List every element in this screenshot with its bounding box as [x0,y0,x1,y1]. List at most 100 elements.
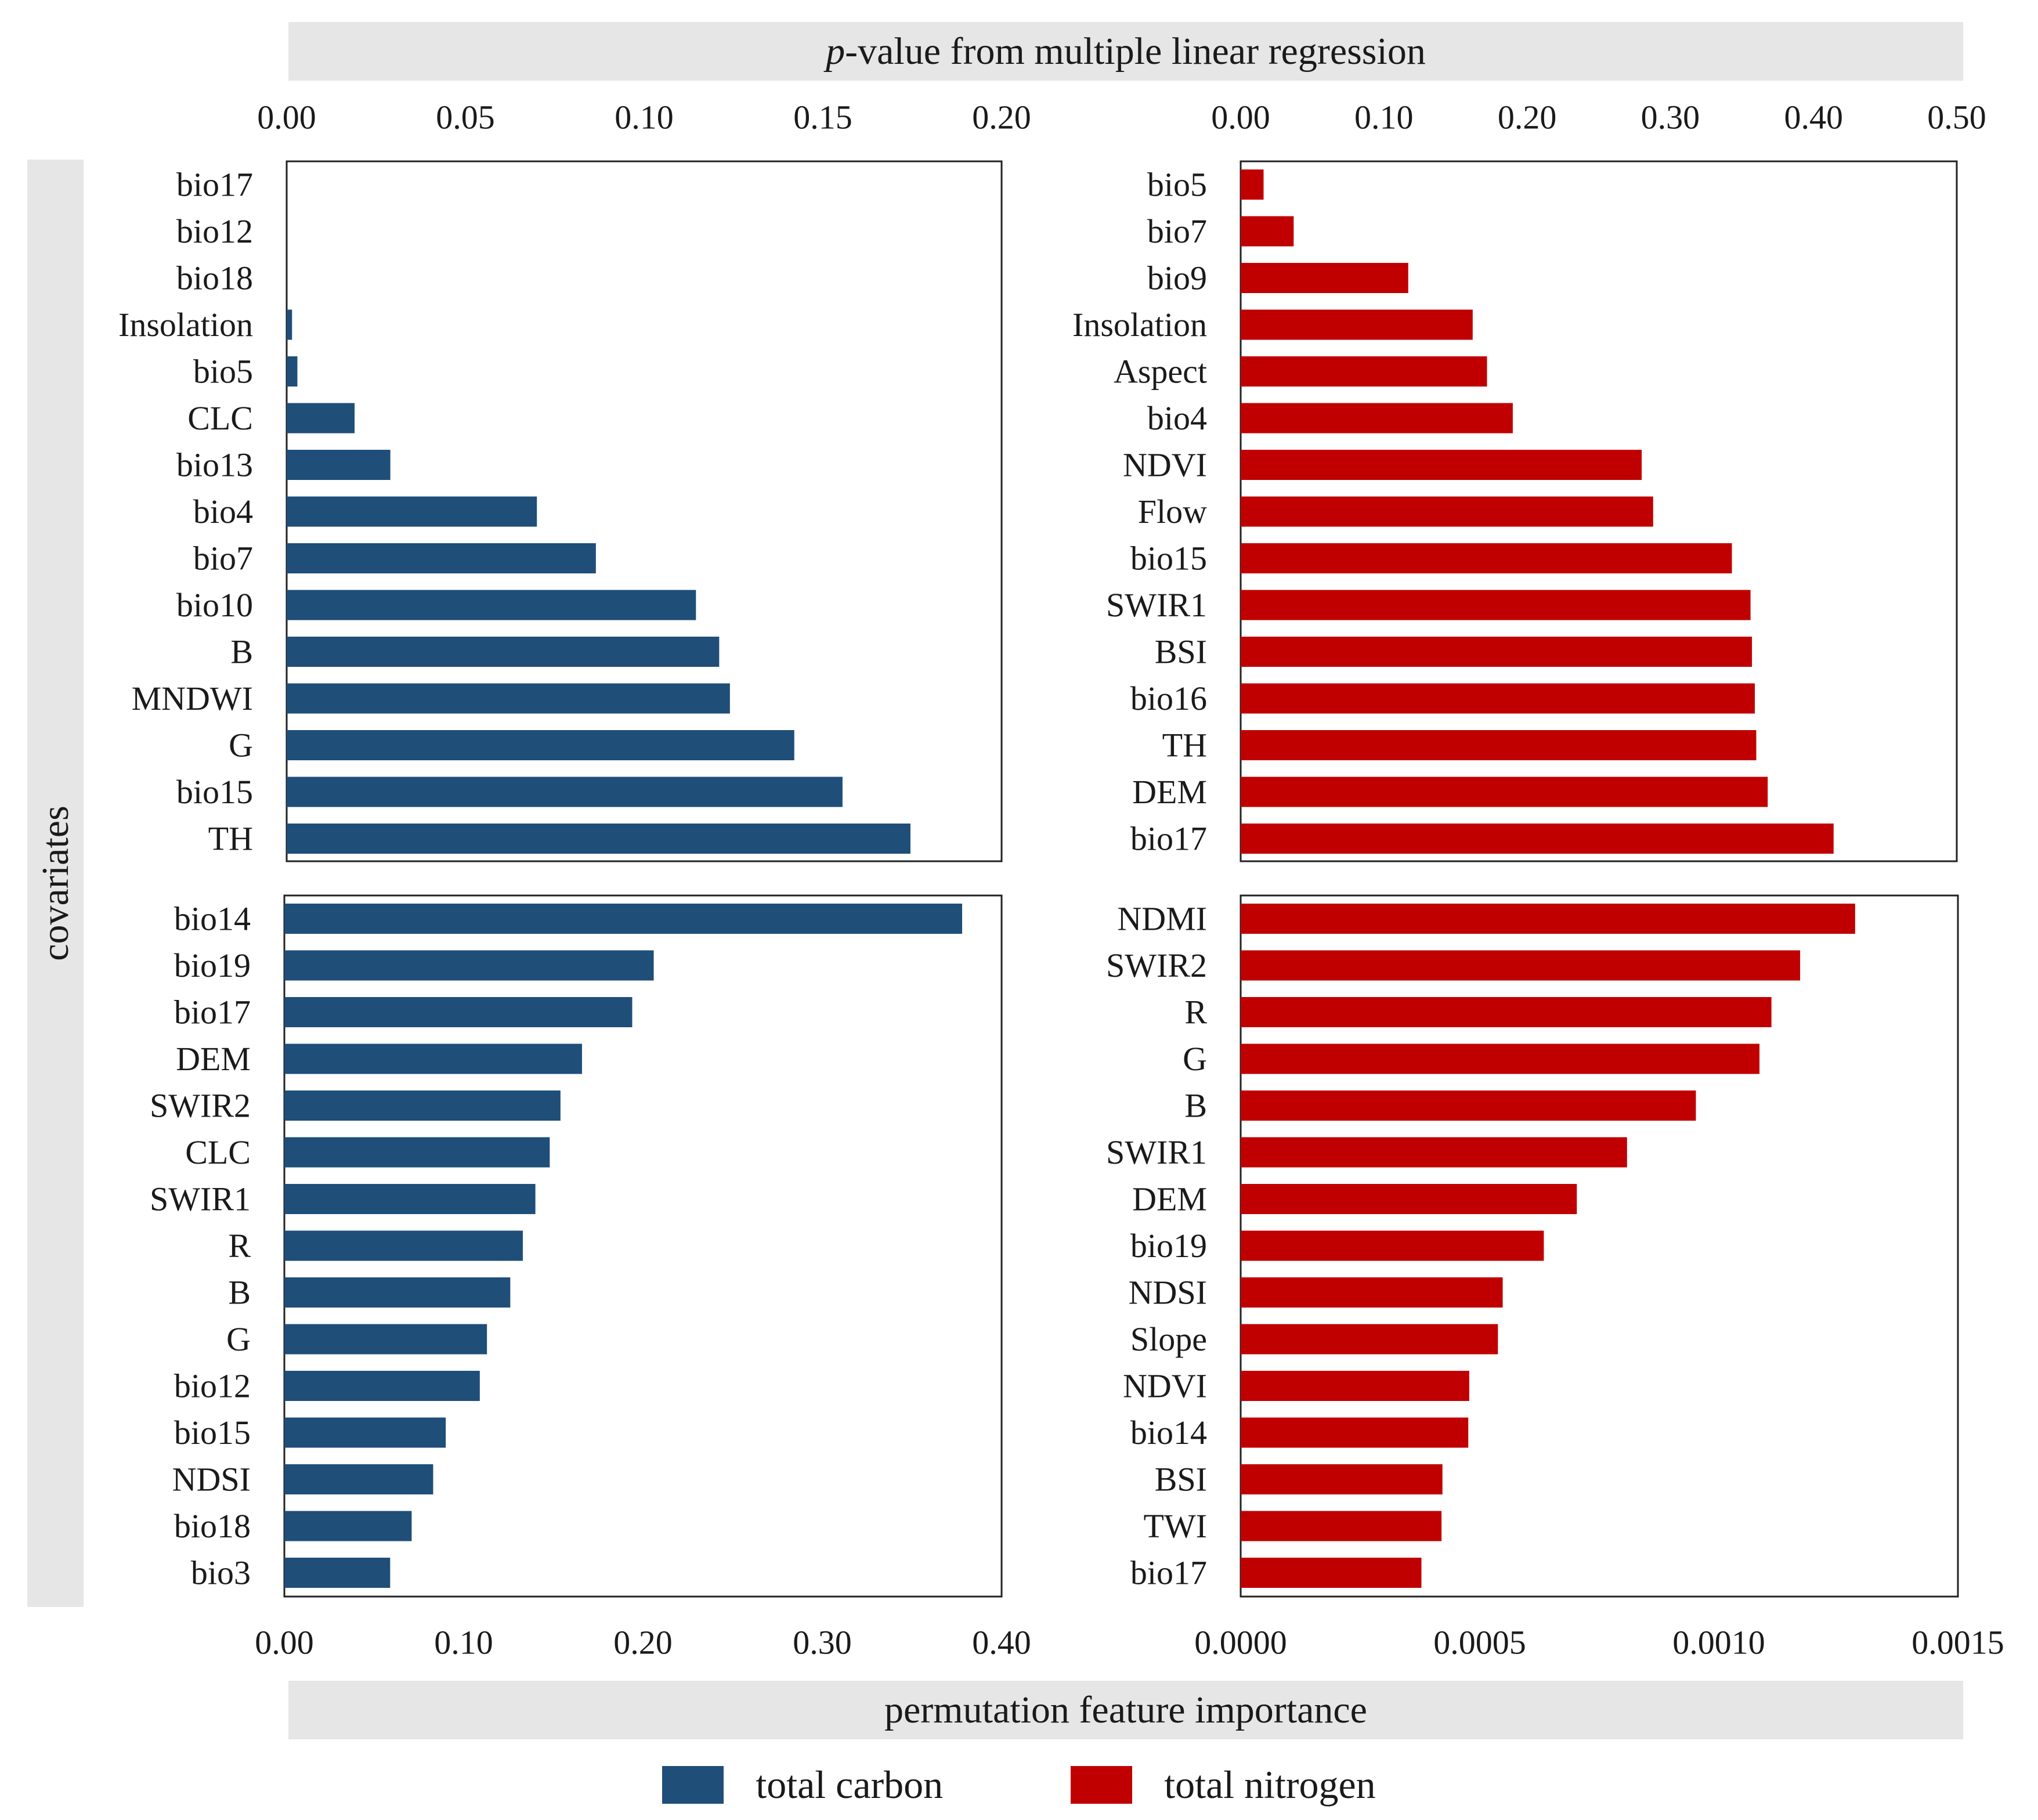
category-label: DEM [1132,1180,1207,1218]
bar [284,904,963,934]
bar [287,496,537,527]
category-label: bio15 [174,1414,251,1451]
bar [284,1324,487,1355]
category-label: Flow [1138,493,1207,530]
bar [284,1371,480,1401]
bar [1241,730,1757,760]
bar [1241,543,1732,573]
category-label: bio18 [174,1507,251,1545]
category-label: B [228,1274,251,1312]
bar [287,730,794,760]
top-axis-title-rest: -value from multiple linear regression [845,30,1426,73]
tick-label: 0.20 [972,99,1031,136]
category-label: TWI [1144,1507,1208,1545]
tick-label: 0.10 [615,99,674,136]
bar [1241,1417,1469,1448]
legend: total carbon total nitrogen [0,1761,2038,1808]
bar [1241,450,1642,480]
bar [284,997,633,1027]
tick-label: 0.40 [972,1624,1031,1662]
category-label: bio15 [1130,540,1207,577]
category-label: bio17 [1130,1554,1207,1592]
category-label: B [230,633,253,671]
category-label: bio15 [176,773,253,811]
category-label: bio7 [193,540,253,577]
p-symbol: p [826,30,845,73]
category-label: NDSI [172,1461,251,1498]
bar [1241,1090,1696,1121]
tick-label: 0.50 [1927,99,1986,136]
bar [1241,1464,1443,1494]
category-label: TH [1162,727,1207,764]
bottom-axis-title: permutation feature importance [884,1688,1367,1731]
bar [284,1464,433,1494]
tick-label: 0.00 [1211,99,1270,136]
legend-item-total-nitrogen: total nitrogen [1071,1762,1376,1808]
category-label: R [1184,994,1207,1031]
bar [1241,683,1755,714]
bar [1241,997,1772,1027]
bar [287,777,843,807]
category-label: SWIR1 [1106,1133,1207,1171]
category-label: bio9 [1147,259,1207,297]
bar [1241,590,1751,620]
bar [287,450,391,480]
category-label: bio13 [176,446,253,484]
category-label: R [228,1227,251,1265]
bar [1241,496,1653,527]
bar [284,1184,536,1214]
legend-item-total-carbon: total carbon [662,1762,943,1808]
tick-label: 0.10 [434,1624,493,1662]
bar [284,950,654,981]
bar [1241,309,1473,340]
category-label: SWIR2 [1106,947,1207,984]
category-label: bio4 [1147,399,1207,437]
category-label: DEM [1132,773,1207,811]
bar [287,590,696,620]
category-label: bio5 [193,353,253,391]
bar [1241,1277,1503,1308]
category-label: bio16 [1130,680,1207,717]
bar [1241,950,1801,981]
bar [287,309,292,340]
bar [1241,403,1513,434]
bar [287,356,298,387]
tick-label: 0.30 [793,1624,852,1662]
legend-label-total-carbon: total carbon [756,1762,944,1807]
tick-label: 0.0010 [1672,1624,1765,1662]
bar [284,1230,523,1261]
bar [287,683,730,714]
category-label: bio5 [1147,166,1207,204]
category-label: G [229,727,253,764]
category-label: bio10 [176,586,253,624]
bar [1241,637,1752,667]
tick-label: 0.10 [1354,99,1414,136]
bar [1241,1043,1760,1074]
category-label: BSI [1155,633,1207,671]
bar [284,1090,561,1121]
category-label: NDVI [1123,446,1207,484]
category-label: Insolation [1072,306,1207,344]
category-label: Insolation [118,306,253,344]
category-label: bio12 [176,212,253,250]
category-label: bio4 [193,493,253,530]
tick-label: 0.20 [1498,99,1557,136]
bar [287,543,596,573]
category-label: CLC [187,399,253,437]
category-label: SWIR2 [150,1087,251,1125]
category-label: G [226,1320,251,1358]
bar [287,403,355,434]
bar [1241,1137,1627,1168]
tick-label: 0.00 [255,1624,314,1662]
bar [284,1511,412,1541]
category-label: bio19 [174,947,251,984]
category-label: NDVI [1123,1367,1207,1405]
bar [287,824,910,854]
category-label: BSI [1155,1461,1207,1498]
legend-swatch-total-nitrogen [1071,1765,1133,1804]
category-label: bio18 [176,259,253,297]
bar [284,1558,391,1588]
tick-label: 0.30 [1641,99,1700,136]
bar [1241,904,1855,934]
